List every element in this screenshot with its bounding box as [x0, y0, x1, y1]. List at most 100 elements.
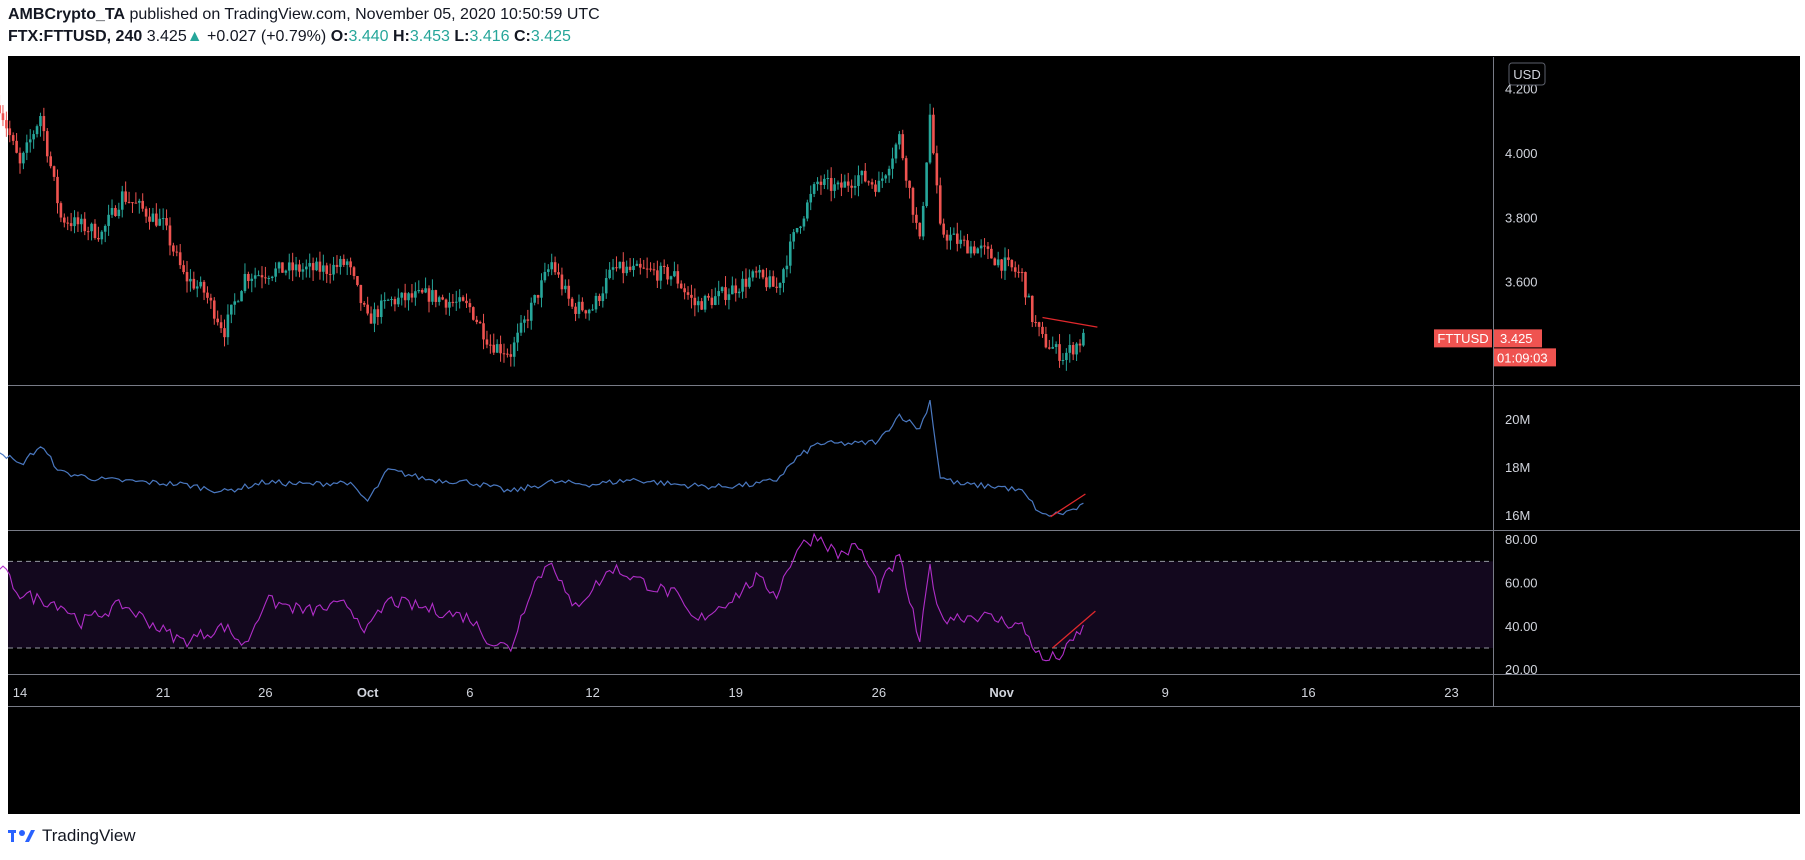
candle-body — [441, 297, 444, 300]
candle-body — [195, 286, 199, 289]
candle-body — [305, 266, 308, 270]
candle-body — [741, 278, 744, 292]
candle-body — [656, 270, 659, 281]
candle-body — [908, 180, 911, 188]
candle-body — [901, 134, 905, 159]
tradingview-logo[interactable]: TradingView — [8, 826, 136, 846]
price-tick-label: 3.600 — [1505, 275, 1538, 290]
candle-body — [315, 261, 318, 271]
last-price-value: 3.425 — [1500, 331, 1533, 346]
candle-body — [97, 237, 100, 240]
candle-body — [451, 301, 455, 303]
candle-body — [1, 113, 5, 121]
candle-body — [506, 353, 509, 355]
candle-body — [66, 222, 70, 224]
candle-body — [1024, 272, 1027, 298]
candle-body — [144, 208, 148, 217]
candle-body — [581, 301, 584, 311]
candle-body — [659, 265, 663, 281]
candle-body — [945, 234, 949, 241]
candle-body — [63, 217, 66, 223]
x-tick-label: 14 — [13, 685, 27, 700]
candle-body — [512, 342, 516, 357]
x-tick-label: 6 — [466, 685, 473, 700]
candle-body — [1017, 271, 1020, 273]
candle-body — [1030, 295, 1034, 323]
candle-body — [284, 270, 288, 273]
symbol-name: FTX:FTTUSD, 240 — [8, 28, 143, 45]
candle-body — [148, 216, 151, 222]
candle-body — [318, 261, 322, 272]
candle-body — [737, 291, 741, 294]
candle-body — [80, 218, 83, 225]
candle-body — [768, 276, 772, 288]
candle-body — [386, 299, 390, 301]
candle-body — [778, 282, 782, 288]
candle-body — [158, 218, 162, 226]
x-tick-label: 23 — [1444, 685, 1458, 700]
up-arrow-icon: ▲ — [186, 28, 203, 45]
rsi-band-layer — [8, 561, 1493, 648]
price-axis-area — [1493, 57, 1799, 813]
candle-body — [526, 319, 530, 321]
candle-body — [393, 299, 397, 305]
candle-body — [1051, 346, 1055, 349]
candle-body — [986, 246, 990, 249]
candle-body — [495, 344, 499, 353]
volume-tick-label: 16M — [1505, 508, 1530, 523]
candle-body — [18, 152, 22, 164]
candle-body — [782, 269, 785, 283]
volume-pane[interactable] — [0, 399, 1086, 518]
candle-body — [806, 202, 809, 219]
author-name[interactable]: AMBCrypto_TA — [8, 6, 126, 23]
candle-body — [1068, 345, 1072, 353]
rsi-tick-label: 80.00 — [1505, 532, 1538, 547]
candle-body — [553, 262, 557, 273]
candle-body — [666, 267, 669, 280]
candle-body — [311, 263, 315, 271]
candle-body — [264, 277, 267, 279]
candle-body — [199, 281, 202, 287]
candle-body — [932, 114, 935, 154]
candle-body — [676, 271, 680, 284]
candle-body — [301, 269, 305, 272]
candle-body — [1065, 352, 1068, 360]
price-pane[interactable] — [0, 94, 1098, 371]
price-tick-label: 4.000 — [1505, 146, 1538, 161]
candle-body — [349, 261, 352, 268]
candle-body — [69, 223, 73, 227]
candle-body — [0, 105, 1, 114]
candle-body — [546, 269, 550, 272]
rsi-pane[interactable] — [0, 532, 1493, 662]
candle-body — [550, 262, 553, 270]
candle-body — [59, 203, 63, 218]
candle-body — [502, 353, 506, 355]
candle-body — [594, 295, 598, 310]
candle-body — [564, 285, 567, 290]
candle-body — [175, 251, 179, 253]
candle-body — [107, 214, 110, 226]
open-value: 3.440 — [348, 28, 389, 45]
candle-body — [458, 297, 461, 302]
candle-body — [543, 271, 547, 281]
candle-body — [134, 202, 138, 204]
close-label: C: — [513, 28, 531, 45]
candle-body — [131, 202, 134, 204]
candle-body — [628, 266, 632, 271]
candle-body — [308, 263, 312, 267]
candle-body — [925, 162, 928, 207]
rsi-tick-label: 40.00 — [1505, 619, 1538, 634]
candle-body — [1041, 326, 1044, 335]
candle-body — [1037, 322, 1041, 327]
candle-body — [570, 298, 574, 307]
x-tick-label: 12 — [585, 685, 599, 700]
candle-body — [829, 178, 833, 191]
candle-body — [151, 213, 155, 222]
candle-body — [431, 290, 434, 302]
candle-body — [127, 201, 131, 203]
volume-line — [0, 399, 1084, 517]
candle-body — [973, 246, 976, 254]
candle-body — [635, 263, 639, 266]
candle-body — [420, 290, 424, 293]
